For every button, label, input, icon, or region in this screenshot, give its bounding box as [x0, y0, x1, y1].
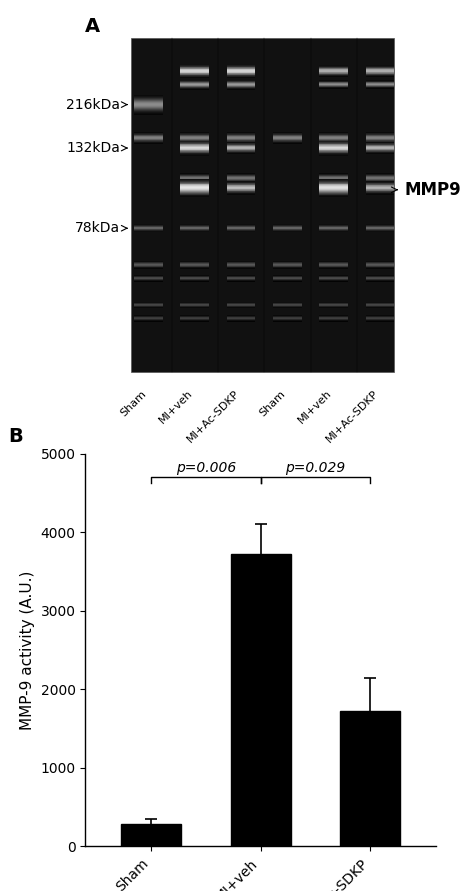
Bar	[181, 181, 209, 182]
Text: MI+veh: MI+veh	[296, 388, 334, 426]
Bar	[181, 186, 209, 187]
Bar	[181, 190, 209, 191]
Bar	[121, 823, 181, 846]
Bar	[134, 104, 163, 106]
Bar	[319, 182, 348, 183]
Bar	[134, 98, 163, 99]
Bar	[181, 184, 209, 185]
Bar	[134, 103, 163, 104]
Bar	[319, 187, 348, 188]
Bar	[319, 191, 348, 192]
Bar	[181, 183, 209, 184]
Bar	[181, 185, 209, 186]
Bar	[134, 111, 163, 112]
Bar	[319, 185, 348, 186]
Bar	[181, 188, 209, 189]
Bar	[319, 179, 348, 180]
Bar	[134, 94, 163, 95]
Text: 216kDa: 216kDa	[66, 98, 120, 111]
Bar	[181, 179, 209, 180]
Text: p=0.006: p=0.006	[176, 461, 236, 475]
Bar	[230, 554, 291, 846]
Bar	[134, 102, 163, 103]
Bar	[319, 190, 348, 191]
Bar	[134, 110, 163, 111]
Bar	[181, 180, 209, 181]
Text: MI+Ac-SDKP: MI+Ac-SDKP	[185, 388, 241, 445]
Bar	[319, 193, 348, 194]
Bar	[319, 181, 348, 182]
Text: Sham: Sham	[258, 388, 287, 418]
Bar	[134, 96, 163, 98]
Bar	[181, 187, 209, 188]
Bar	[319, 192, 348, 193]
Text: MI+veh: MI+veh	[157, 388, 195, 426]
Bar	[181, 193, 209, 194]
Text: MMP9: MMP9	[404, 181, 461, 199]
Bar	[134, 100, 163, 101]
Bar	[181, 189, 209, 190]
Bar	[340, 711, 401, 846]
Bar	[181, 182, 209, 183]
Bar	[319, 180, 348, 181]
Text: 132kDa: 132kDa	[66, 141, 120, 155]
Bar	[134, 106, 163, 107]
Bar	[181, 192, 209, 193]
Text: A: A	[85, 17, 100, 37]
Bar	[319, 189, 348, 190]
Bar	[181, 196, 209, 197]
Bar	[181, 194, 209, 195]
Bar	[181, 191, 209, 192]
Bar	[319, 186, 348, 187]
Bar	[134, 112, 163, 114]
Bar	[134, 114, 163, 115]
Text: MI+Ac-SDKP: MI+Ac-SDKP	[324, 388, 380, 445]
Bar	[131, 37, 394, 372]
Bar	[319, 194, 348, 195]
Text: Sham: Sham	[119, 388, 148, 418]
Text: p=0.029: p=0.029	[285, 461, 346, 475]
Y-axis label: MMP-9 activity (A.U.): MMP-9 activity (A.U.)	[20, 570, 35, 730]
Bar	[134, 99, 163, 100]
Text: B: B	[8, 427, 23, 446]
Bar	[319, 195, 348, 196]
Bar	[319, 188, 348, 189]
Bar	[134, 101, 163, 102]
Bar	[134, 107, 163, 108]
Bar	[319, 183, 348, 184]
Bar	[134, 108, 163, 109]
Bar	[319, 184, 348, 185]
Bar	[319, 196, 348, 197]
Bar	[134, 95, 163, 96]
Bar	[134, 109, 163, 110]
Bar	[181, 195, 209, 196]
Text: 78kDa: 78kDa	[75, 221, 120, 235]
